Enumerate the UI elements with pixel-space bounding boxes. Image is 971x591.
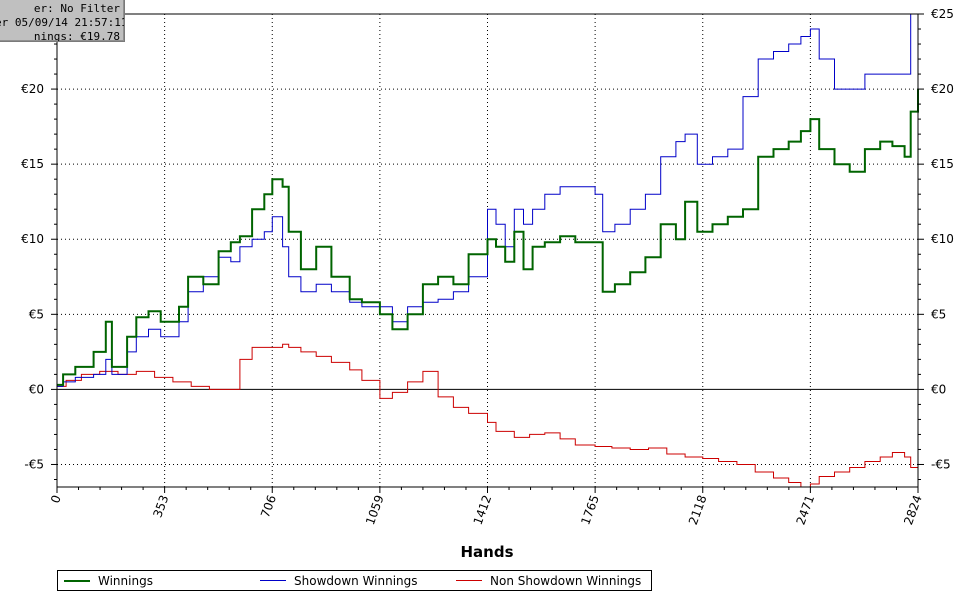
x-tick-label: 353 [150, 493, 171, 519]
legend-label-winnings: Winnings [98, 573, 153, 588]
legend-item-showdown: Showdown Winnings [254, 574, 450, 588]
legend-item-winnings: Winnings [58, 574, 254, 588]
series-line-winnings [57, 89, 919, 386]
x-tick-label: 1059 [363, 493, 387, 526]
legend-swatch-showdown [260, 580, 286, 581]
info-filter: er: No Filter [33, 2, 120, 15]
y-tick-label-right: €10 [931, 232, 954, 246]
y-tick-label-right: -€5 [931, 457, 951, 471]
y-tick-label-right: €25 [931, 7, 954, 21]
x-tick-label: 1765 [578, 493, 602, 526]
info-winnings: nings: €19.78 [33, 30, 120, 42]
x-tick-label: 0 [48, 493, 64, 505]
x-tick-label: 1412 [471, 493, 495, 526]
legend-swatch-winnings [64, 579, 90, 582]
x-axis-title: Hands [460, 543, 513, 561]
x-tick-label: 2471 [794, 493, 818, 526]
y-tick-label-right: €0 [931, 382, 946, 396]
legend-label-showdown: Showdown Winnings [294, 573, 418, 588]
legend-swatch-non-showdown [456, 580, 482, 581]
y-tick-label-left: €5 [29, 307, 44, 321]
series-line-non-showdown [57, 343, 919, 488]
y-tick-label-right: €15 [931, 157, 954, 171]
y-tick-label-left: €10 [21, 232, 44, 246]
y-tick-label-left: €15 [21, 157, 44, 171]
legend: Winnings Showdown Winnings Non Showdown … [57, 570, 652, 591]
series-layer [57, 13, 919, 488]
y-tick-label-left: -€5 [24, 457, 44, 471]
info-box: er: No Filter er 05/09/14 21:57:11 nings… [0, 0, 125, 42]
y-tick-label-left: €0 [29, 382, 44, 396]
legend-label-non-showdown: Non Showdown Winnings [490, 573, 642, 588]
x-tick-label: 2824 [901, 493, 925, 526]
x-tick-label: 2118 [686, 493, 710, 526]
info-date: er 05/09/14 21:57:11 [0, 16, 125, 29]
x-tick-label: 706 [258, 493, 279, 519]
series-line-showdown [57, 13, 918, 387]
y-tick-label-left: €20 [21, 82, 44, 96]
y-tick-label-right: €20 [931, 82, 954, 96]
y-tick-label-right: €5 [931, 307, 946, 321]
legend-item-non-showdown: Non Showdown Winnings [450, 574, 650, 588]
